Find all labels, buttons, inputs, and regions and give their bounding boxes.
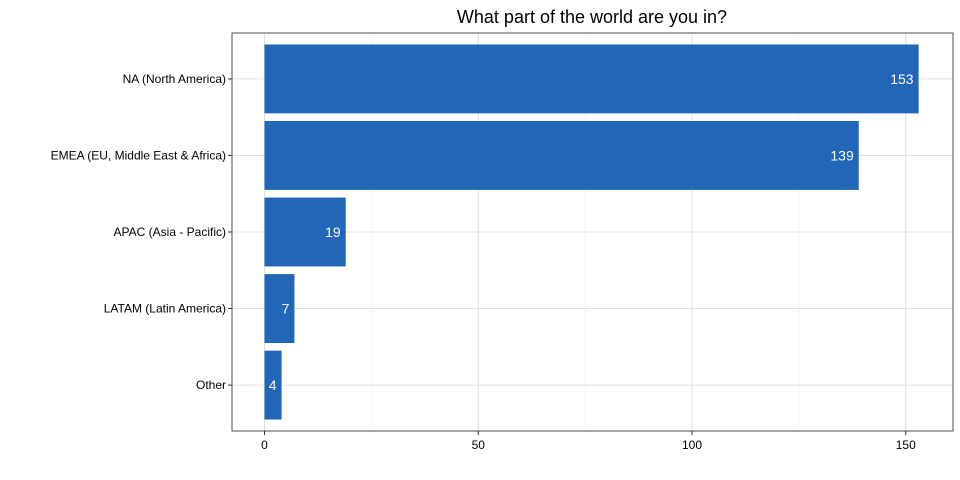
bar [264,197,346,267]
y-tick-label: APAC (Asia - Pacific) [114,225,226,239]
bar [264,350,282,420]
y-axis: NA (North America) EMEA (EU, Middle East … [51,72,232,392]
bar-value-label: 153 [890,71,914,87]
x-axis: 0 50 100 150 [261,431,916,452]
x-tick-label: 150 [896,438,916,452]
bar [264,44,919,114]
bars: 153 139 19 7 4 [264,44,919,420]
bar-value-label: 139 [830,147,854,163]
x-tick-label: 0 [261,438,268,452]
bar-value-label: 7 [282,301,290,317]
x-tick-label: 50 [472,438,486,452]
y-tick-label: EMEA (EU, Middle East & Africa) [51,148,226,162]
y-tick-label: LATAM (Latin America) [104,302,226,316]
bar-value-label: 4 [269,377,277,393]
bar [264,274,295,343]
y-tick-label: NA (North America) [123,72,226,86]
chart-title: What part of the world are you in? [457,7,727,27]
bar-value-label: 19 [325,224,341,240]
bar [264,121,859,190]
x-tick-label: 100 [682,438,702,452]
y-tick-label: Other [196,378,226,392]
